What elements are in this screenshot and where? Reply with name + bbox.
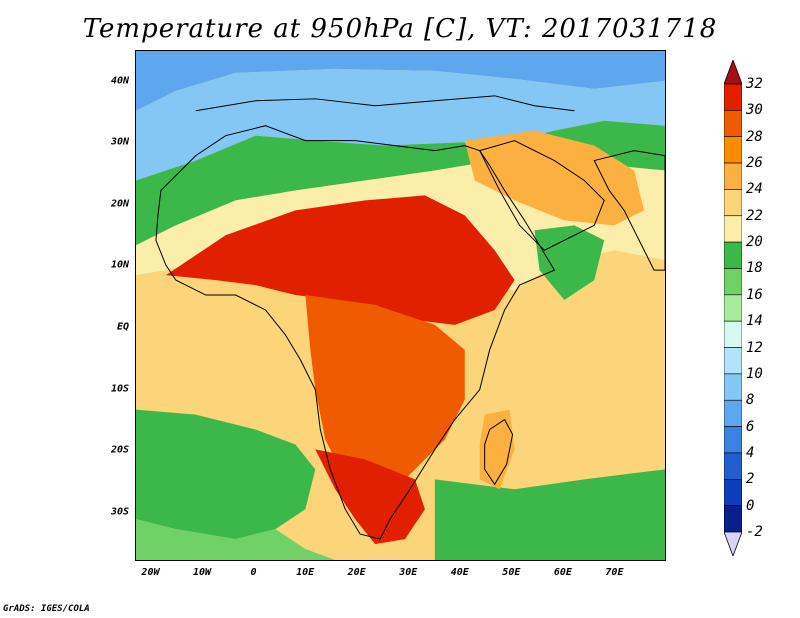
central-hot-zone (305, 295, 465, 500)
lat-tick-label: 30S (110, 506, 129, 518)
india-coastline (593, 150, 665, 271)
lon-tick-label: 10W (192, 567, 212, 578)
colorbar-band (724, 136, 742, 164)
colorbar-band (724, 373, 742, 401)
arabia-coastline (478, 140, 605, 251)
lon-tick-label: 60E (553, 567, 572, 578)
colorbar-band (724, 505, 742, 533)
south-atlantic-cool-zone (136, 409, 316, 540)
colorbar-level-label: 32 (746, 76, 763, 92)
lat-tick-label: EQ (116, 321, 129, 333)
colorbar-level-label: 12 (746, 339, 763, 356)
colorbar-level-label: 24 (746, 181, 763, 198)
colorbar-level-label: 8 (746, 392, 755, 409)
colorbar-level-label: 30 (746, 102, 763, 119)
colorbar-level-label: 20 (746, 234, 763, 251)
colorbar-level-label: 0 (746, 497, 755, 514)
lon-tick-label: 0 (250, 567, 257, 578)
colorbar-band (724, 452, 742, 480)
lat-tick-label: 10N (110, 259, 129, 271)
colorbar-band (724, 110, 742, 138)
madagascar-warm-zone (479, 409, 515, 490)
lat-tick-label: 20S (110, 444, 129, 456)
colorbar-band (724, 241, 742, 269)
arabia-warm-zone (464, 130, 645, 226)
southern-hot-zone (315, 449, 425, 545)
colorbar-level-label: 28 (746, 128, 763, 145)
coastlines (155, 95, 665, 540)
madagascar-coastline (484, 418, 514, 486)
colorbar-level-label: 18 (746, 260, 763, 277)
colorbar-level-label: 4 (746, 444, 755, 461)
colorbar-level-label: 22 (746, 207, 763, 224)
colorbar-band (724, 426, 742, 454)
lat-tick-label: 40N (110, 75, 129, 87)
lon-tick-label: 20E (347, 567, 366, 578)
lon-tick-label: 70E (605, 567, 624, 578)
colorbar-band (724, 162, 742, 190)
colorbar-level-label: 10 (746, 365, 763, 382)
africa-coastline (155, 125, 556, 540)
colorbar-level-label: -2 (746, 524, 763, 540)
lat-tick-label: 10S (110, 383, 129, 395)
lon-tick-label: 30E (399, 567, 418, 578)
temperature-field (136, 51, 665, 560)
colorbar-level-label: 26 (746, 155, 763, 172)
colorbar-band (724, 189, 742, 217)
colorbar-level-label: 14 (746, 313, 763, 330)
lon-tick-label: 20W (141, 567, 160, 578)
lon-tick-label: 50E (502, 567, 521, 578)
colorbar-band (724, 294, 742, 322)
colorbar-band (724, 320, 742, 348)
colorbar-band (724, 478, 742, 506)
grads-credit: GrADS: IGES/COLA (3, 604, 90, 614)
lat-tick-label: 20N (110, 198, 129, 210)
europe-coastline (195, 95, 575, 112)
colorbar-level-label: 2 (746, 471, 755, 488)
colorbar (724, 60, 742, 556)
map-canvas (136, 51, 665, 560)
colorbar-bottom-arrow (724, 531, 742, 556)
lon-tick-label: 40E (450, 567, 469, 578)
map-title: Temperature at 950hPa [C], VT: 201703171… (82, 14, 718, 44)
sahel-hot-zone (165, 195, 515, 325)
colorbar-band (724, 347, 742, 375)
temperature-map (135, 50, 666, 561)
mediterranean-cool-zone (136, 51, 665, 111)
lon-tick-label: 10E (296, 567, 315, 578)
south-atlantic-cooler-zone (136, 519, 336, 560)
colorbar-band (724, 268, 742, 296)
colorbar-band (724, 215, 742, 243)
south-indian-cool-zone (434, 469, 665, 560)
colorbar-band (724, 83, 742, 111)
lat-tick-label: 30N (110, 136, 129, 148)
colorbar-level-label: 16 (746, 286, 763, 303)
arabian-sea-cool-patch (534, 225, 605, 301)
north-cool-band (136, 68, 665, 181)
colorbar-top-arrow (724, 60, 742, 85)
colorbar-band (724, 399, 742, 427)
colorbar-level-label: 6 (746, 418, 755, 435)
